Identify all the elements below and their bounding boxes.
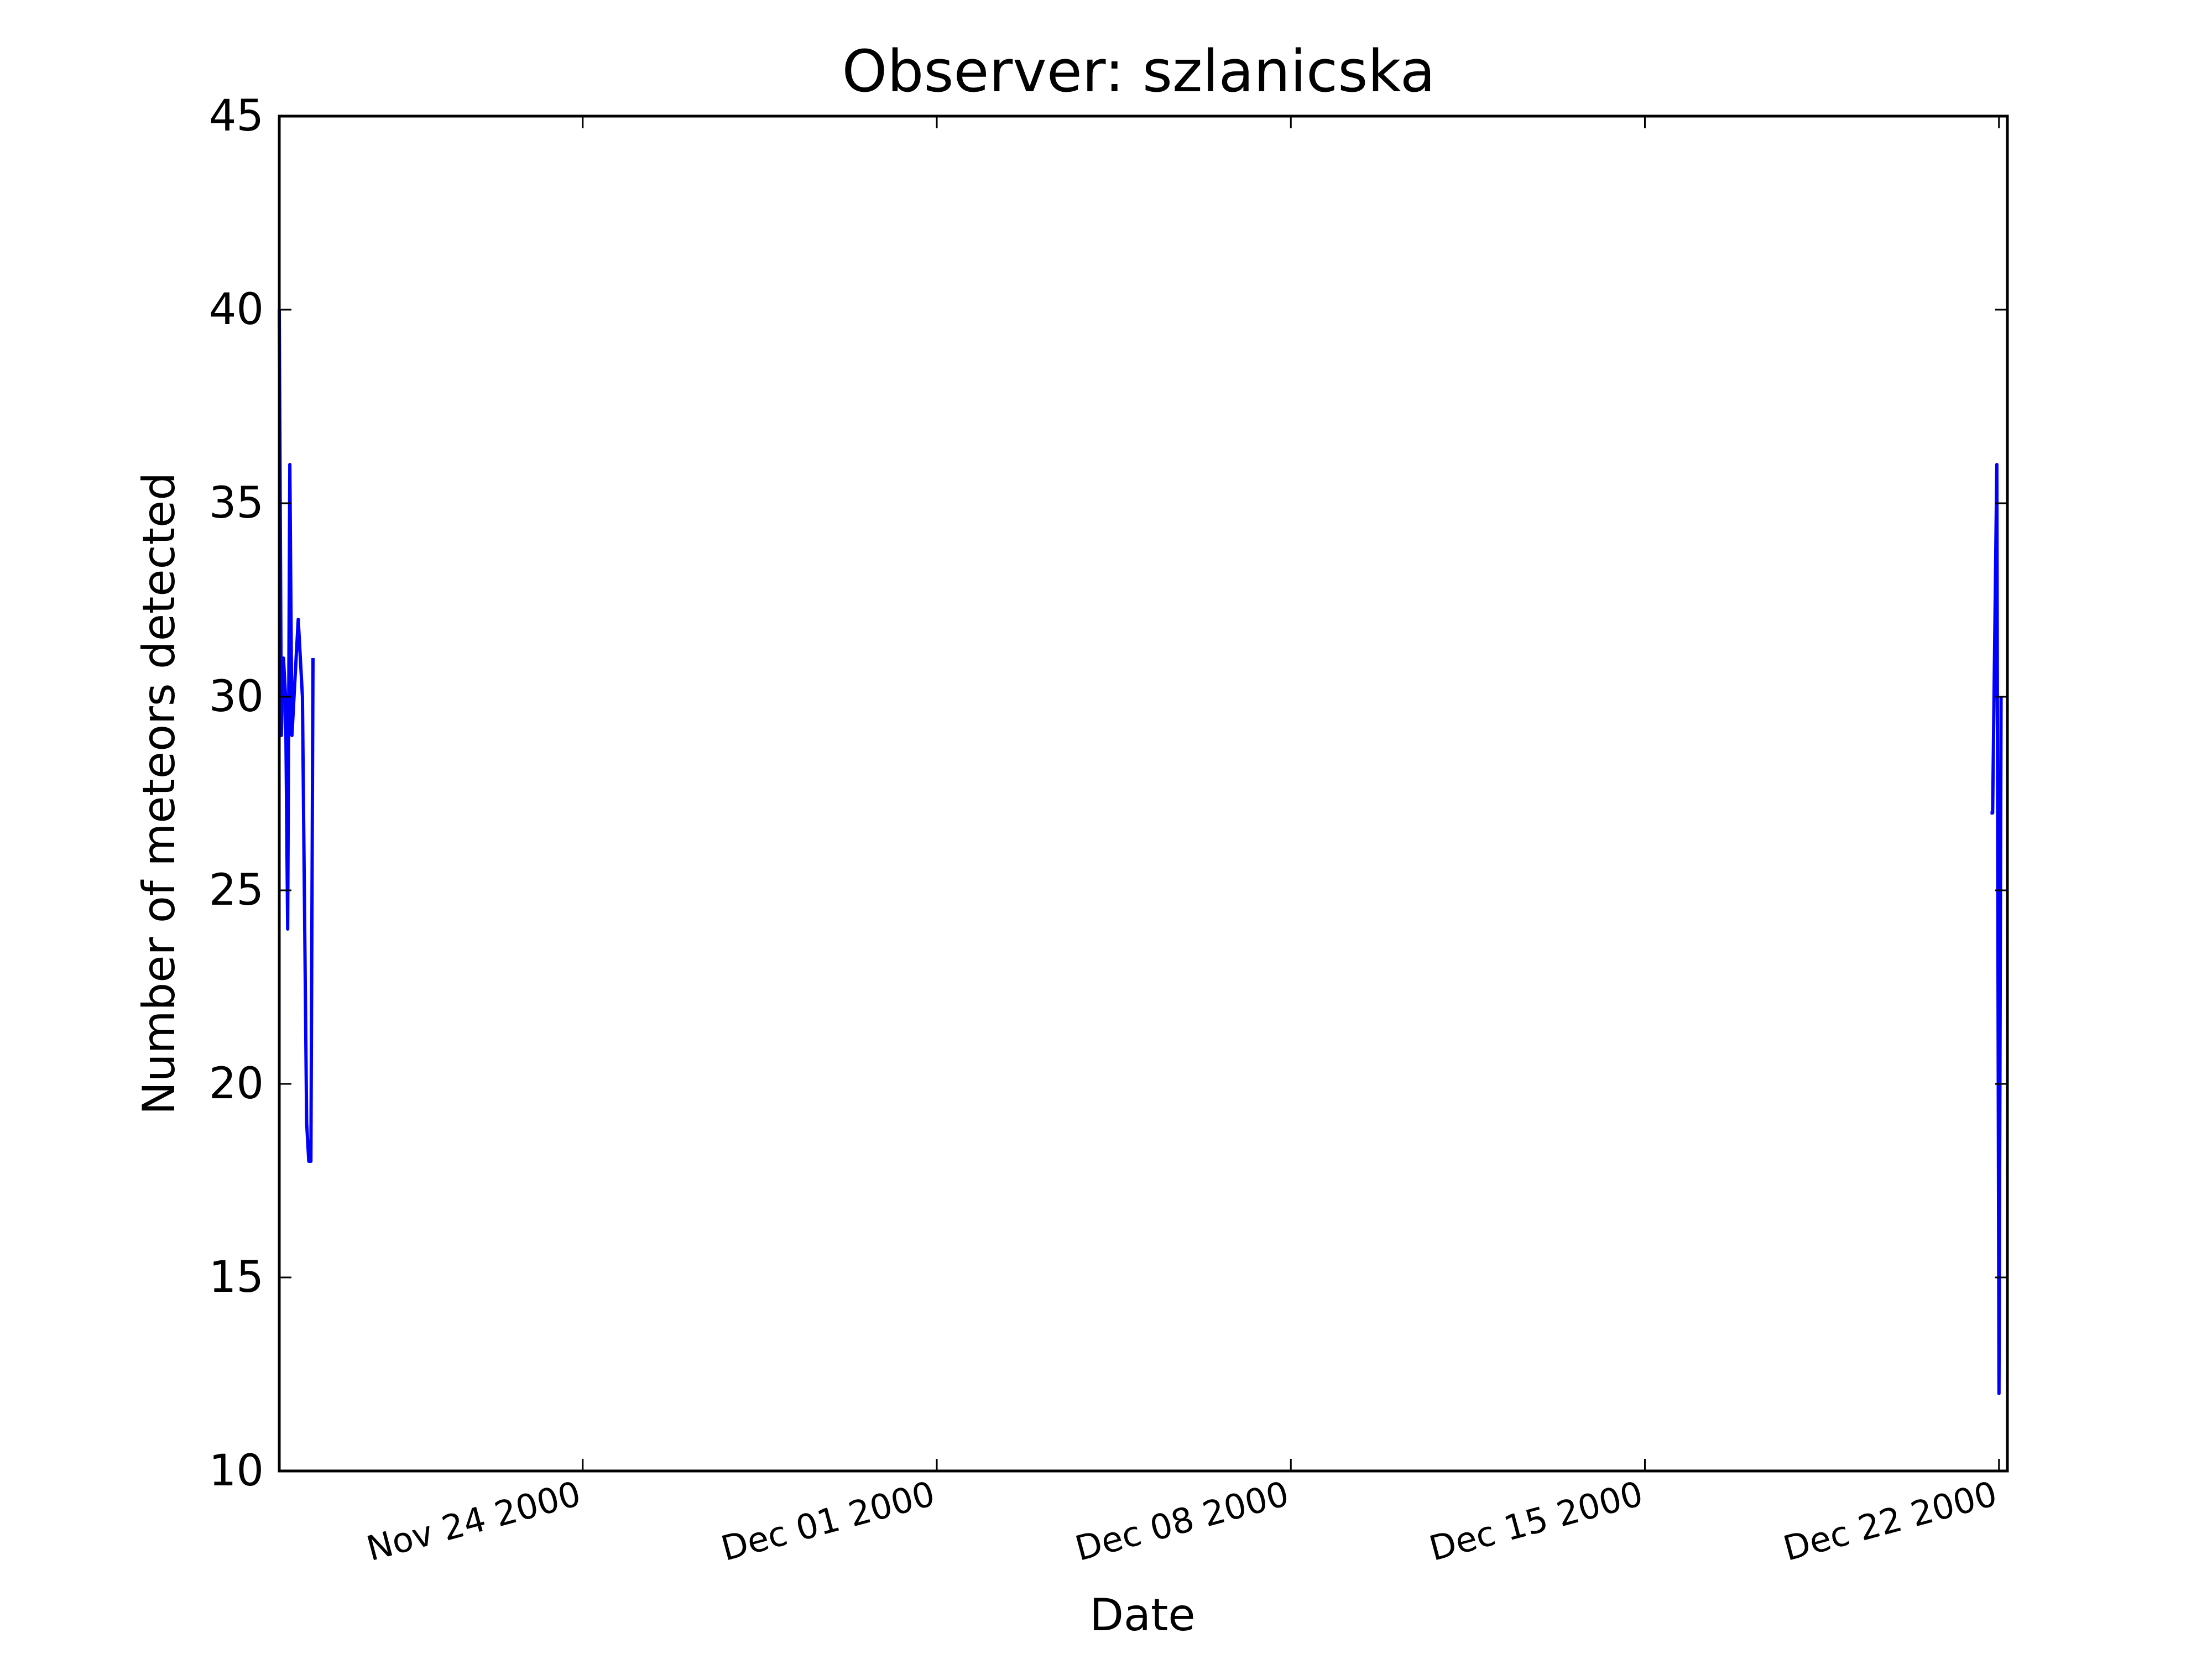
y-axis-title: Number of meteors detected xyxy=(133,472,185,1115)
y-tick-label: 30 xyxy=(209,672,264,722)
chart-title: Observer: szlanicska xyxy=(842,38,1435,105)
y-tick-label: 10 xyxy=(209,1446,264,1496)
y-axis-ticks: 10 15 20 25 30 35 40 45 xyxy=(209,91,2007,1496)
x-axis-title: Date xyxy=(1089,1589,1195,1641)
y-tick-label: 25 xyxy=(209,865,264,915)
series-line xyxy=(1990,463,2003,1395)
series-line xyxy=(278,309,315,1163)
series-layer xyxy=(278,309,2003,1395)
y-tick-label: 40 xyxy=(209,285,264,335)
y-tick-label: 45 xyxy=(209,91,264,141)
y-tick-label: 35 xyxy=(209,478,264,528)
y-tick-label: 15 xyxy=(209,1253,264,1302)
y-tick-label: 20 xyxy=(209,1059,264,1109)
plot-frame xyxy=(278,114,2009,1473)
